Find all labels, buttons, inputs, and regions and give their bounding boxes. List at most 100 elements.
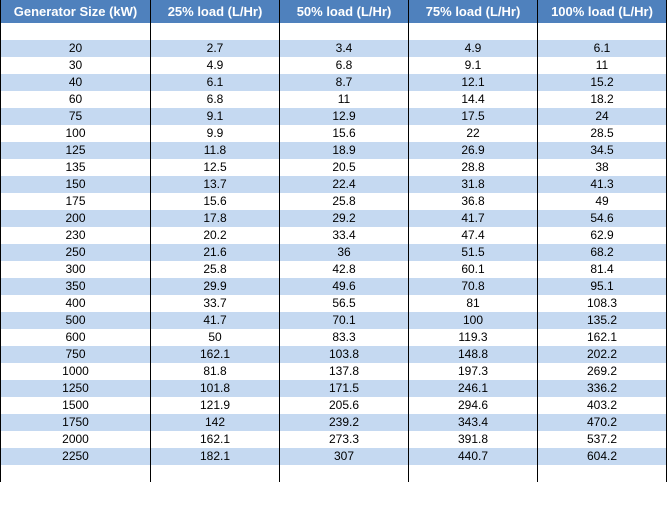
cell-50-load[interactable]: 20.5 [279,159,409,176]
cell-50-load[interactable]: 239.2 [279,414,409,431]
cell-generator-size[interactable]: 400 [0,295,151,312]
cell-25-load[interactable]: 29.9 [150,278,280,295]
cell-75-load[interactable]: 294.6 [408,397,538,414]
cell-25-load[interactable] [150,23,280,40]
cell-generator-size[interactable]: 20 [0,40,151,57]
cell-generator-size[interactable]: 40 [0,74,151,91]
cell-50-load[interactable]: 42.8 [279,261,409,278]
cell-25-load[interactable]: 11.8 [150,142,280,159]
cell-generator-size[interactable]: 600 [0,329,151,346]
cell-50-load[interactable]: 8.7 [279,74,409,91]
cell-75-load[interactable]: 119.3 [408,329,538,346]
cell-50-load[interactable] [279,465,409,482]
cell-75-load[interactable]: 440.7 [408,448,538,465]
cell-generator-size[interactable]: 75 [0,108,151,125]
cell-100-load[interactable]: 162.1 [537,329,667,346]
cell-100-load[interactable]: 537.2 [537,431,667,448]
cell-100-load[interactable]: 95.1 [537,278,667,295]
cell-100-load[interactable]: 38 [537,159,667,176]
cell-75-load[interactable]: 17.5 [408,108,538,125]
cell-25-load[interactable]: 50 [150,329,280,346]
cell-50-load[interactable]: 273.3 [279,431,409,448]
cell-75-load[interactable]: 51.5 [408,244,538,261]
cell-75-load[interactable]: 26.9 [408,142,538,159]
cell-100-load[interactable]: 28.5 [537,125,667,142]
cell-75-load[interactable]: 100 [408,312,538,329]
cell-75-load[interactable]: 70.8 [408,278,538,295]
cell-100-load[interactable]: 135.2 [537,312,667,329]
cell-50-load[interactable]: 137.8 [279,363,409,380]
cell-generator-size[interactable]: 250 [0,244,151,261]
cell-25-load[interactable]: 182.1 [150,448,280,465]
cell-25-load[interactable]: 21.6 [150,244,280,261]
cell-generator-size[interactable]: 1250 [0,380,151,397]
cell-50-load[interactable]: 49.6 [279,278,409,295]
cell-50-load[interactable]: 22.4 [279,176,409,193]
header-75-load[interactable]: 75% load (L/Hr) [408,0,538,23]
cell-100-load[interactable]: 49 [537,193,667,210]
cell-100-load[interactable]: 62.9 [537,227,667,244]
cell-75-load[interactable]: 41.7 [408,210,538,227]
cell-75-load[interactable]: 47.4 [408,227,538,244]
cell-100-load[interactable] [537,23,667,40]
cell-25-load[interactable]: 162.1 [150,346,280,363]
cell-25-load[interactable]: 101.8 [150,380,280,397]
cell-generator-size[interactable]: 350 [0,278,151,295]
cell-50-load[interactable]: 29.2 [279,210,409,227]
cell-25-load[interactable]: 81.8 [150,363,280,380]
cell-25-load[interactable]: 6.8 [150,91,280,108]
cell-50-load[interactable]: 3.4 [279,40,409,57]
cell-100-load[interactable]: 604.2 [537,448,667,465]
cell-generator-size[interactable]: 200 [0,210,151,227]
cell-50-load[interactable]: 6.8 [279,57,409,74]
cell-100-load[interactable]: 68.2 [537,244,667,261]
header-100-load[interactable]: 100% load (L/Hr) [537,0,667,23]
cell-25-load[interactable]: 142 [150,414,280,431]
cell-25-load[interactable]: 20.2 [150,227,280,244]
cell-50-load[interactable]: 25.8 [279,193,409,210]
cell-75-load[interactable]: 391.8 [408,431,538,448]
cell-25-load[interactable]: 4.9 [150,57,280,74]
cell-generator-size[interactable]: 300 [0,261,151,278]
cell-50-load[interactable]: 70.1 [279,312,409,329]
cell-75-load[interactable]: 4.9 [408,40,538,57]
cell-50-load[interactable]: 307 [279,448,409,465]
cell-75-load[interactable]: 246.1 [408,380,538,397]
cell-25-load[interactable]: 15.6 [150,193,280,210]
cell-generator-size[interactable]: 1000 [0,363,151,380]
cell-75-load[interactable]: 148.8 [408,346,538,363]
cell-75-load[interactable] [408,23,538,40]
cell-25-load[interactable]: 9.1 [150,108,280,125]
cell-generator-size[interactable]: 125 [0,142,151,159]
header-generator-size[interactable]: Generator Size (kW) [0,0,151,23]
cell-75-load[interactable]: 81 [408,295,538,312]
cell-50-load[interactable]: 11 [279,91,409,108]
cell-generator-size[interactable]: 100 [0,125,151,142]
cell-25-load[interactable]: 162.1 [150,431,280,448]
cell-generator-size[interactable]: 750 [0,346,151,363]
cell-100-load[interactable]: 24 [537,108,667,125]
cell-25-load[interactable] [150,465,280,482]
cell-75-load[interactable]: 60.1 [408,261,538,278]
cell-75-load[interactable]: 197.3 [408,363,538,380]
cell-25-load[interactable]: 25.8 [150,261,280,278]
cell-generator-size[interactable]: 500 [0,312,151,329]
cell-50-load[interactable]: 15.6 [279,125,409,142]
cell-50-load[interactable] [279,23,409,40]
cell-25-load[interactable]: 13.7 [150,176,280,193]
cell-generator-size[interactable]: 175 [0,193,151,210]
cell-generator-size[interactable]: 1750 [0,414,151,431]
cell-generator-size[interactable]: 135 [0,159,151,176]
cell-generator-size[interactable]: 2250 [0,448,151,465]
cell-100-load[interactable]: 34.5 [537,142,667,159]
cell-100-load[interactable] [537,465,667,482]
cell-100-load[interactable]: 202.2 [537,346,667,363]
cell-100-load[interactable]: 81.4 [537,261,667,278]
cell-100-load[interactable]: 11 [537,57,667,74]
cell-generator-size[interactable]: 230 [0,227,151,244]
cell-75-load[interactable]: 36.8 [408,193,538,210]
cell-50-load[interactable]: 33.4 [279,227,409,244]
cell-25-load[interactable]: 2.7 [150,40,280,57]
cell-generator-size[interactable] [0,23,151,40]
cell-100-load[interactable]: 54.6 [537,210,667,227]
